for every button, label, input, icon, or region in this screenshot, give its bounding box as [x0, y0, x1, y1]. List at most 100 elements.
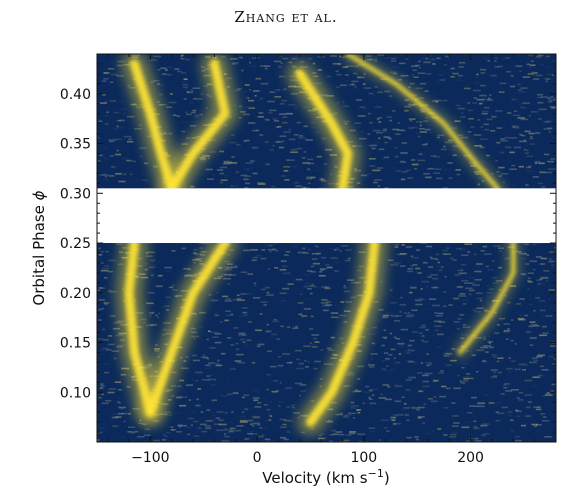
noise-speck — [404, 350, 412, 352]
noise-speck — [255, 129, 260, 132]
noise-speck — [396, 156, 399, 158]
noise-speck — [282, 116, 288, 118]
noise-speck — [213, 378, 216, 381]
noise-speck — [549, 106, 556, 108]
noise-speck — [143, 434, 151, 437]
noise-speck — [407, 360, 413, 362]
noise-speck — [244, 84, 250, 86]
noise-speck — [292, 165, 298, 168]
noise-speck — [436, 57, 441, 60]
noise-speck — [368, 398, 373, 400]
noise-speck — [462, 249, 466, 252]
noise-speck — [98, 396, 102, 399]
noise-speck — [303, 285, 309, 288]
noise-speck — [544, 66, 550, 69]
noise-speck — [366, 55, 372, 57]
noise-speck — [539, 365, 545, 368]
noise-speck — [111, 350, 120, 352]
noise-speck — [434, 155, 440, 158]
noise-speck — [106, 111, 109, 113]
noise-speck — [278, 65, 282, 68]
noise-speck — [107, 343, 115, 346]
noise-speck — [343, 415, 348, 417]
noise-speck — [257, 183, 266, 185]
noise-speck — [466, 440, 471, 442]
noise-speck — [141, 276, 148, 279]
noise-speck — [551, 264, 554, 267]
noise-speck — [229, 368, 236, 370]
y-tick-label: 0.35 — [60, 137, 91, 153]
noise-speck — [224, 273, 232, 276]
noise-speck — [405, 58, 409, 60]
noise-speck — [371, 342, 376, 345]
noise-speck — [103, 72, 110, 74]
noise-speck — [193, 337, 196, 340]
noise-speck — [442, 99, 448, 102]
noise-speck — [298, 362, 304, 365]
noise-speck — [528, 303, 533, 306]
noise-speck — [401, 244, 405, 246]
noise-speck — [535, 279, 542, 282]
noise-speck — [527, 281, 533, 283]
noise-speck — [296, 367, 304, 370]
noise-speck — [153, 79, 156, 82]
noise-speck — [527, 54, 534, 57]
noise-speck — [223, 429, 230, 431]
noise-speck — [538, 278, 543, 280]
noise-speck — [291, 92, 298, 95]
noise-speck — [357, 76, 361, 79]
noise-speck — [230, 344, 234, 346]
noise-speck — [332, 103, 340, 106]
noise-speck — [126, 159, 132, 162]
noise-speck — [459, 411, 464, 413]
noise-speck — [156, 84, 165, 86]
noise-speck — [457, 327, 460, 330]
noise-speck — [266, 408, 271, 411]
noise-speck — [251, 147, 257, 150]
noise-speck — [275, 250, 279, 252]
noise-speck — [305, 366, 309, 368]
noise-speck — [423, 173, 430, 175]
plot-frame — [96, 53, 557, 443]
noise-speck — [427, 308, 433, 311]
noise-speck — [394, 146, 398, 149]
noise-speck — [220, 166, 228, 169]
noise-speck — [288, 128, 292, 131]
noise-speck — [410, 287, 417, 289]
noise-speck — [396, 413, 401, 416]
noise-speck — [363, 73, 366, 75]
noise-speck — [274, 267, 279, 269]
noise-speck — [392, 423, 397, 425]
noise-speck — [165, 270, 172, 272]
noise-speck — [200, 161, 207, 163]
noise-speck — [302, 106, 309, 109]
noise-speck — [406, 270, 414, 273]
noise-speck — [342, 101, 345, 103]
noise-speck — [223, 433, 226, 435]
noise-speck — [399, 265, 406, 267]
noise-speck — [139, 419, 142, 422]
noise-speck — [264, 65, 271, 67]
noise-speck — [475, 263, 483, 265]
noise-speck — [479, 138, 488, 140]
noise-speck — [190, 185, 195, 188]
noise-speck — [268, 336, 275, 338]
noise-speck — [372, 326, 377, 329]
noise-speck — [430, 429, 435, 432]
noise-speck — [252, 422, 260, 425]
noise-speck — [371, 358, 374, 361]
noise-speck — [497, 357, 504, 359]
noise-speck — [132, 408, 140, 410]
noise-speck — [195, 371, 203, 374]
noise-speck — [216, 429, 224, 432]
noise-speck — [548, 131, 551, 133]
noise-speck — [291, 406, 295, 409]
noise-speck — [511, 98, 517, 101]
noise-speck — [113, 327, 120, 330]
noise-speck — [240, 271, 247, 273]
noise-speck — [229, 162, 238, 164]
noise-speck — [393, 262, 401, 264]
noise-speck — [181, 54, 184, 57]
noise-speck — [311, 253, 319, 255]
noise-speck — [391, 419, 396, 421]
